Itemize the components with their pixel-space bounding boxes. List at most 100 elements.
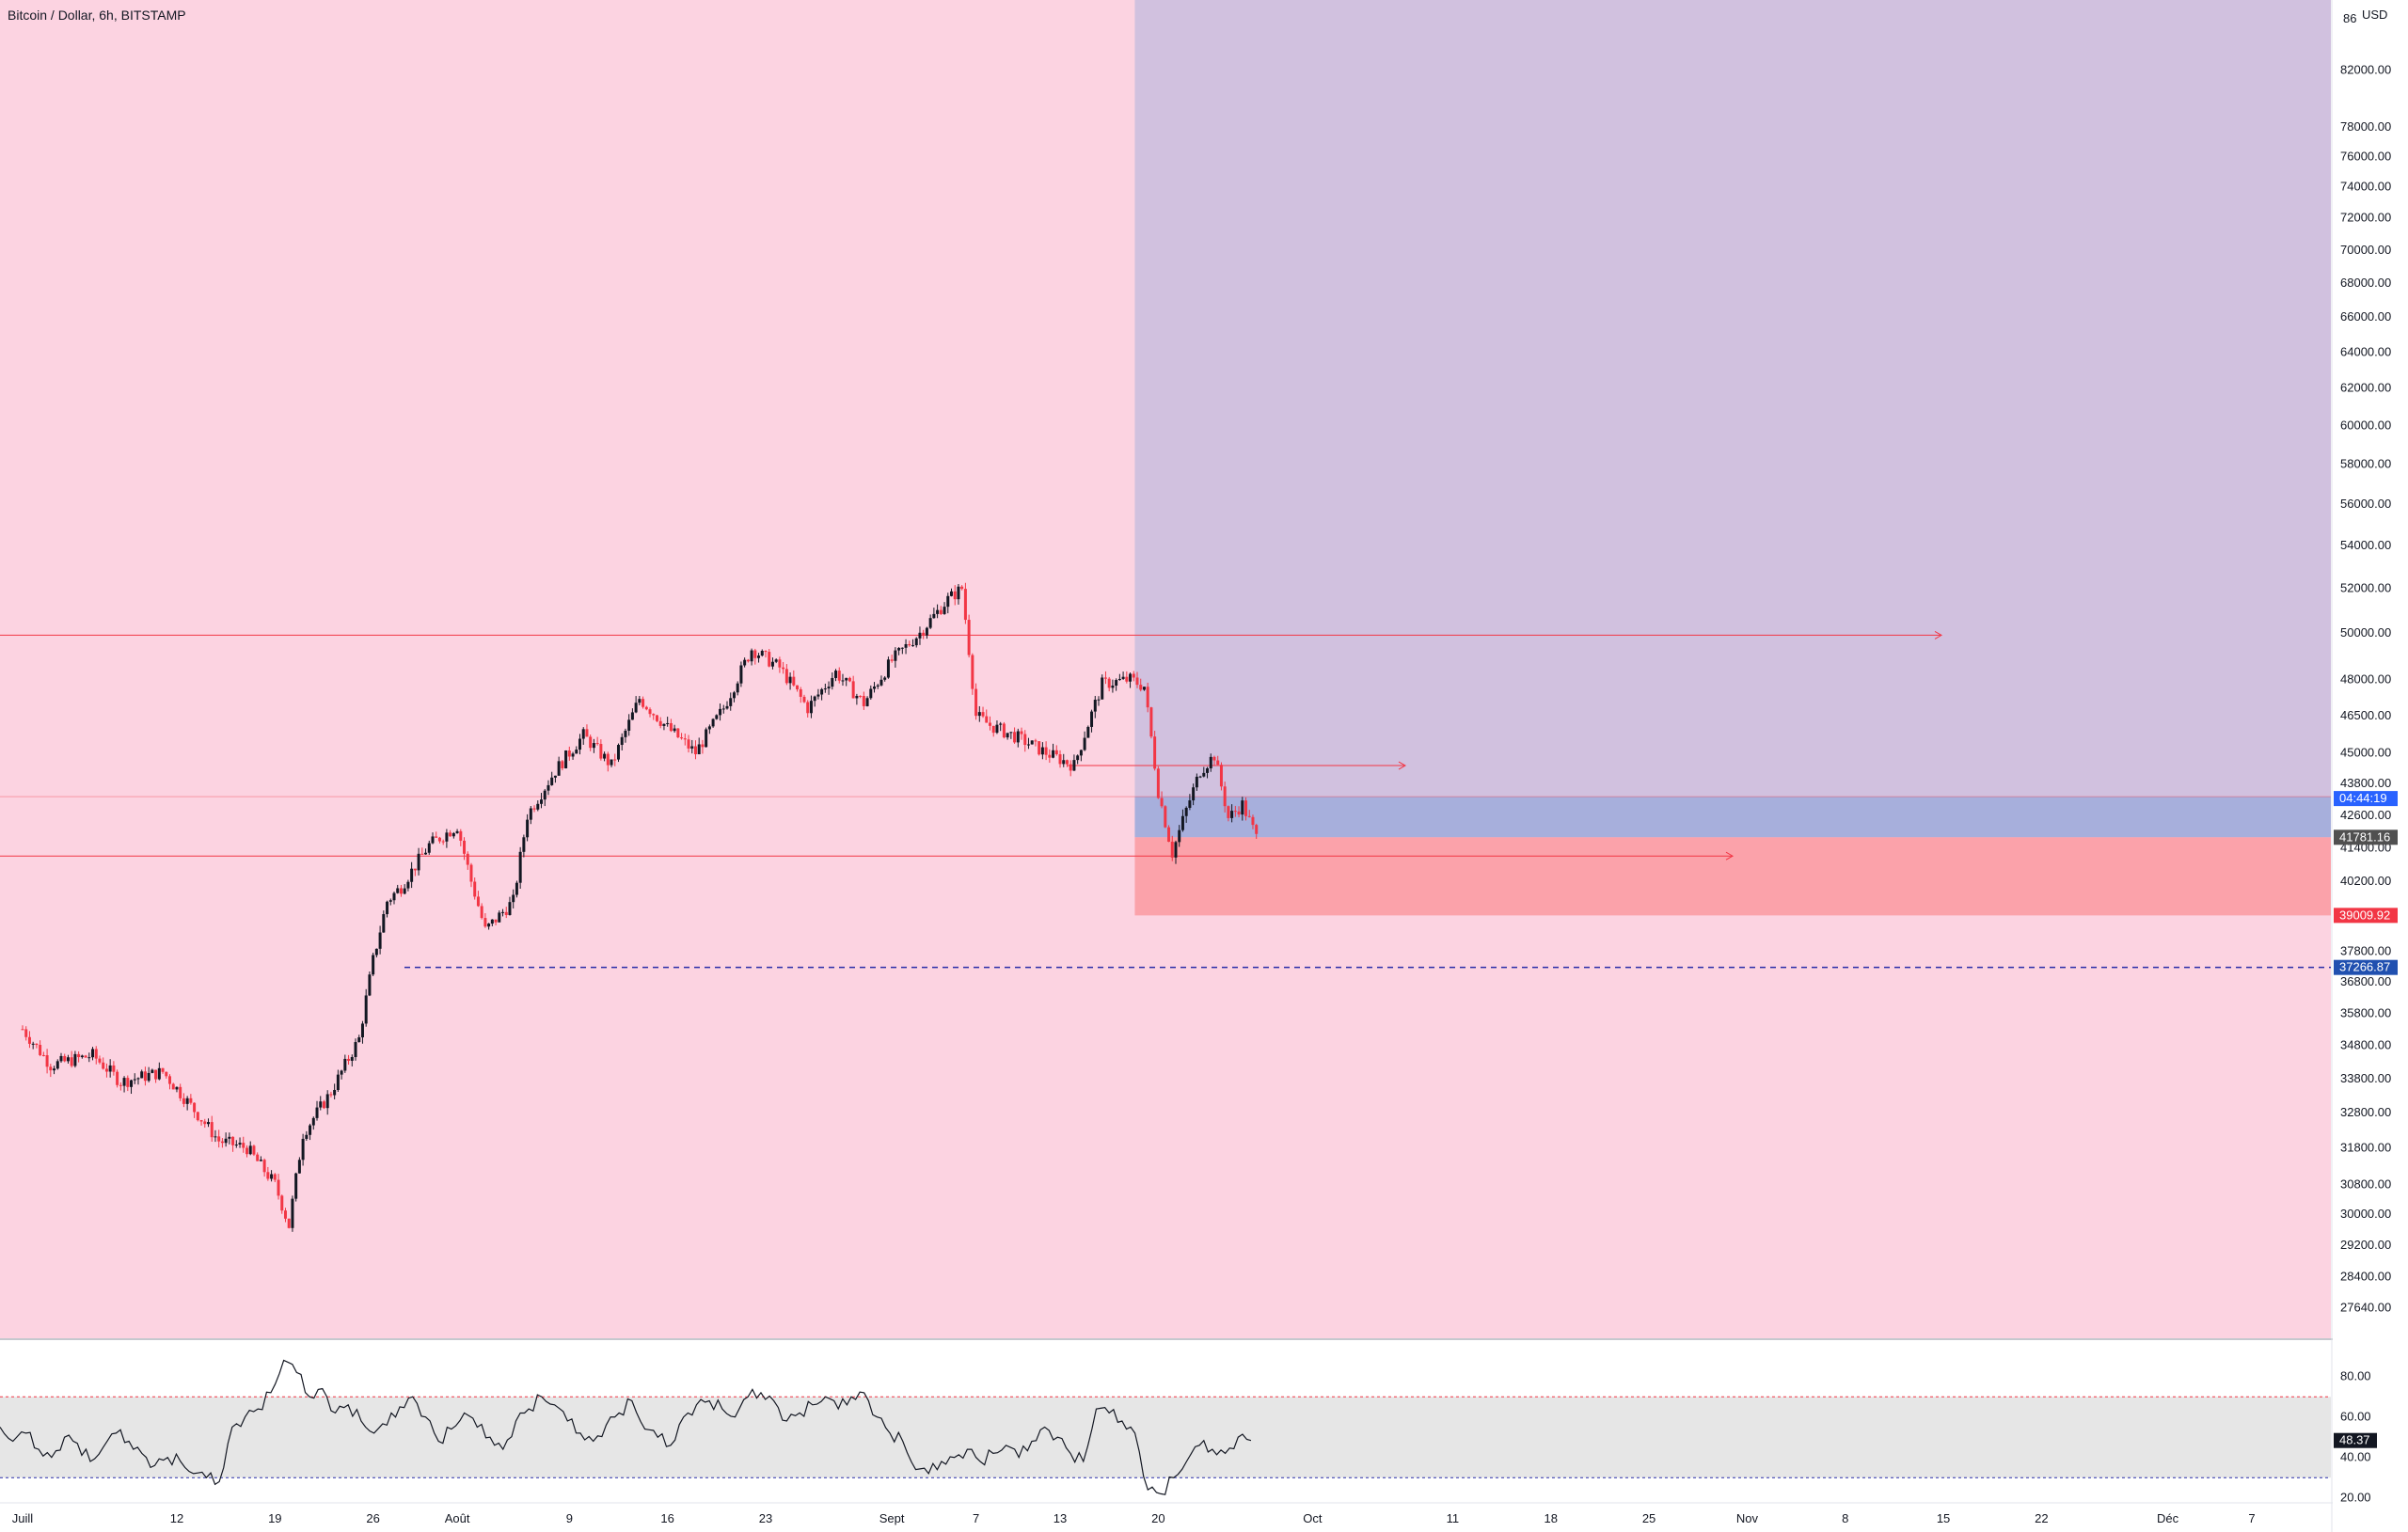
candle-body [1153, 736, 1157, 769]
price-tick-label: 36800.00 [2340, 974, 2391, 988]
candle-body [119, 1084, 122, 1086]
candle-body [357, 1037, 361, 1043]
candle-body [515, 882, 518, 895]
currency-label[interactable]: USD [2362, 8, 2387, 22]
candle-body [66, 1057, 70, 1062]
rsi-tick-label: 20.00 [2340, 1491, 2371, 1505]
price-badge[interactable] [2334, 959, 2398, 975]
candle-body [991, 725, 995, 734]
candle-body [245, 1147, 248, 1155]
candle-body [809, 701, 813, 714]
candle-body [238, 1143, 242, 1145]
candle-body [1044, 747, 1048, 755]
price-tick-label: 64000.00 [2340, 344, 2391, 358]
candle-body [1135, 677, 1139, 686]
time-axis[interactable]: Juill 12 19 26 Août 9 16 23 Sept 7 13 20 Oct 11 18 25 No… [12, 1511, 2256, 1525]
candle-body [1058, 754, 1062, 765]
candle-body [1072, 760, 1076, 771]
price-tick-label: 54000.00 [2340, 538, 2391, 552]
candle-body [638, 699, 642, 703]
candle-body [774, 659, 778, 662]
candle-body [770, 661, 774, 667]
stop-zone[interactable] [1134, 837, 2331, 916]
entry-zone[interactable] [1134, 797, 2331, 838]
candle-body [1192, 787, 1196, 801]
time-tick-label: 13 [1054, 1511, 1067, 1525]
candle-body [498, 912, 501, 923]
candle-body [1170, 842, 1174, 858]
candle-body [277, 1179, 280, 1196]
price-badge[interactable] [2334, 829, 2398, 845]
candle-body [557, 761, 561, 776]
candle-body [967, 620, 971, 655]
candle-body [567, 750, 571, 757]
candle-body [39, 1045, 42, 1055]
candle-body [98, 1058, 102, 1063]
candle-body [1006, 733, 1009, 738]
candle-body [799, 688, 802, 697]
candle-body [707, 726, 711, 730]
price-axis[interactable]: 82000.00 78000.00 76000.00 74000.00 72000.00… [2334, 62, 2398, 1314]
rsi-value-badge[interactable] [2334, 1432, 2377, 1448]
candle-body [529, 808, 532, 820]
candle-body [693, 746, 697, 755]
price-tick-label: 34800.00 [2340, 1038, 2391, 1052]
time-tick-label: 25 [1642, 1511, 1656, 1525]
candle-body [1069, 764, 1072, 771]
chart-title: Bitcoin / Dollar, 6h, BITSTAMP [8, 8, 186, 23]
candle-body [1219, 765, 1223, 787]
candle-body [287, 1218, 291, 1228]
candle-body [1086, 726, 1090, 738]
candle-body [116, 1071, 119, 1085]
candle-body [662, 723, 666, 726]
candle-body [981, 712, 985, 717]
time-tick-label: Déc [2157, 1511, 2179, 1525]
candle-body [1160, 798, 1164, 807]
candle-body [690, 746, 694, 749]
price-tick-label: 74000.00 [2340, 180, 2391, 194]
price-badge[interactable] [2334, 908, 2398, 924]
price-tick-label: 50000.00 [2340, 625, 2391, 640]
candle-body [270, 1174, 274, 1179]
candle-body [876, 685, 879, 687]
candle-body [561, 761, 564, 768]
candle-body [21, 1029, 24, 1031]
candle-body [59, 1055, 63, 1062]
candle-body [1129, 673, 1133, 682]
candle-body [764, 651, 768, 653]
price-badge-label: 41781.16 [2339, 829, 2390, 844]
candle-body [143, 1071, 147, 1082]
price-tick-label: 48000.00 [2340, 671, 2391, 686]
candle-body [24, 1029, 28, 1037]
candle-body [676, 728, 680, 738]
candle-body [203, 1121, 207, 1125]
candle-body [911, 645, 915, 647]
candle-body [171, 1083, 175, 1090]
candle-body [1237, 811, 1241, 815]
candle-body [63, 1055, 67, 1062]
candle-body [504, 911, 508, 915]
candle-body [185, 1098, 189, 1104]
rsi-axis[interactable]: 80.00 60.00 40.00 20.00 48.37 [2334, 1369, 2377, 1505]
target-zone[interactable] [1134, 0, 2331, 838]
candle-body [329, 1094, 333, 1096]
price-badge[interactable] [2334, 791, 2398, 807]
price-tick-label: 30800.00 [2340, 1177, 2391, 1191]
time-tick-label: 16 [660, 1511, 673, 1525]
rsi-pane[interactable] [0, 1359, 2331, 1495]
candle-body [1115, 680, 1118, 687]
price-tick-label: 72000.00 [2340, 211, 2391, 225]
time-tick-label: 8 [1842, 1511, 1848, 1525]
time-tick-label: 22 [2035, 1511, 2048, 1525]
candle-body [1062, 760, 1066, 765]
candle-body [175, 1086, 179, 1090]
candle-body [413, 868, 417, 871]
price-tick-label: 68000.00 [2340, 276, 2391, 290]
time-tick-label: 11 [1447, 1511, 1460, 1525]
candle-body [855, 695, 859, 699]
time-tick-label: Août [445, 1511, 470, 1525]
price-tick-label: 27640.00 [2340, 1300, 2391, 1314]
candle-body [55, 1061, 59, 1069]
candle-body [848, 677, 851, 682]
